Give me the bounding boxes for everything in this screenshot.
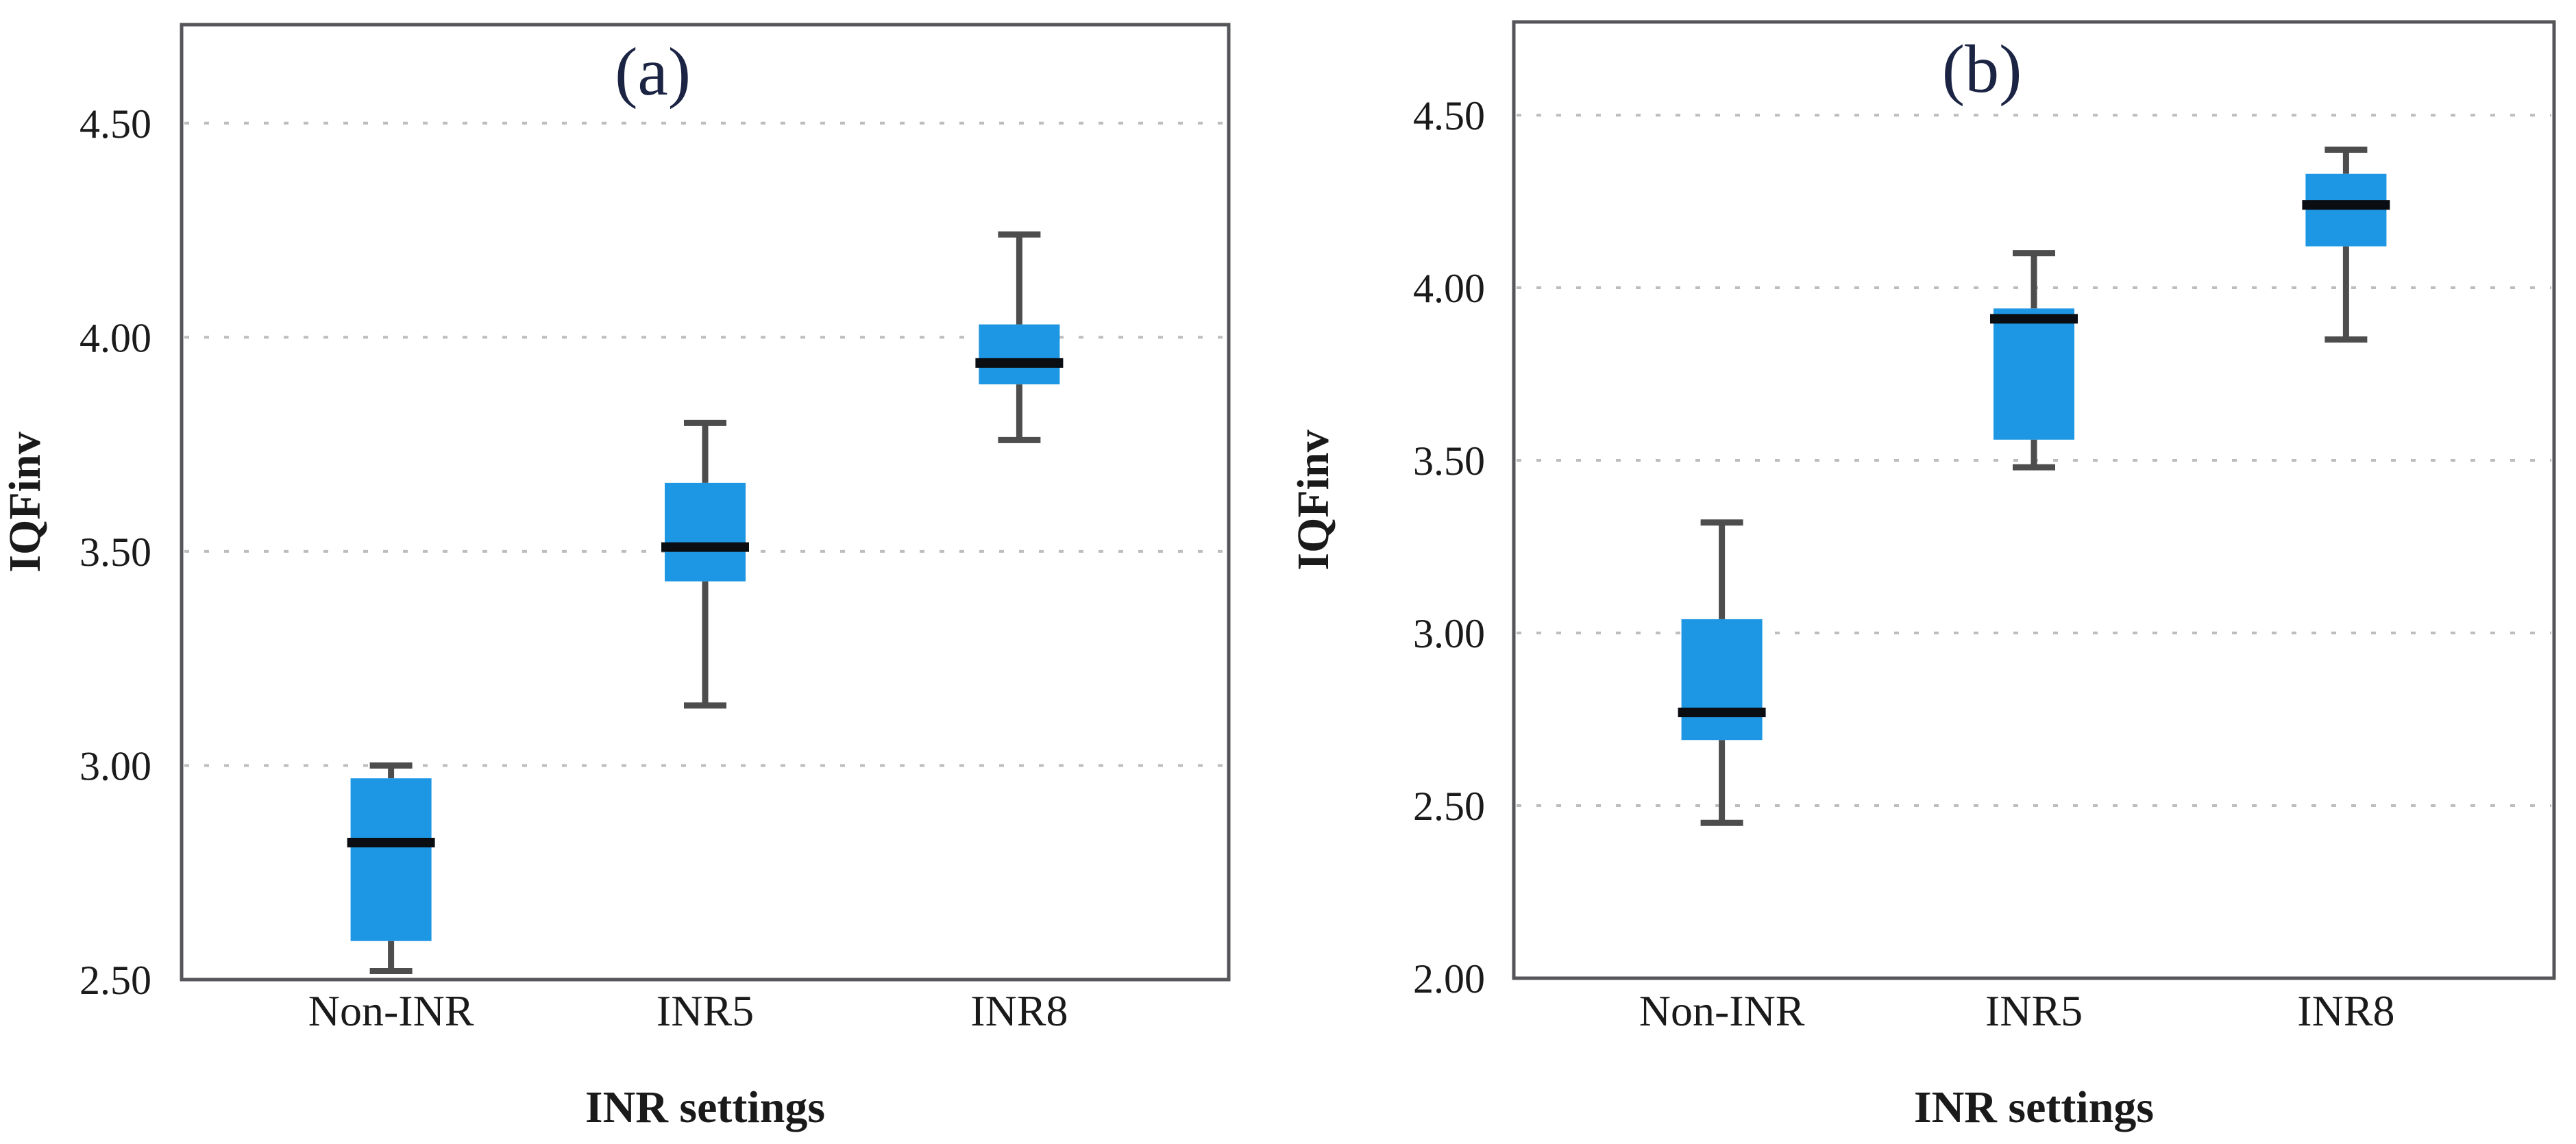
boxplot-chart-b: 4.50 4.00 3.50 3.00 2.50 2.00 Non-INR INR5 INR8 (… <box>1288 20 2556 1132</box>
boxplot-INR8 <box>2302 146 2390 343</box>
x-tick-label: INR5 <box>1985 986 2083 1035</box>
boxplot-Non-INR <box>347 762 435 974</box>
plot-frame <box>1512 20 2556 980</box>
plot-title: (b) <box>1942 31 2022 107</box>
box-rect <box>2305 173 2387 247</box>
x-tick-label: Non-INR <box>308 986 474 1035</box>
boxplot-chart-a: 4.50 4.00 3.50 3.00 2.50 Non-INR INR5 INR8 (a) IN… <box>0 23 1231 1132</box>
y-tick-label: 4.00 <box>1413 266 1485 311</box>
box-rect <box>665 482 746 582</box>
y-tick-label: 4.00 <box>79 315 151 360</box>
box-rect <box>979 324 1060 385</box>
y-tick-label: 4.50 <box>1413 93 1485 138</box>
box-rect <box>1681 619 1763 741</box>
y-tick-label: 2.00 <box>1413 956 1485 1002</box>
y-tick-label: 4.50 <box>79 101 151 147</box>
y-axis-title: IQFinv <box>1288 430 1338 570</box>
x-tick-label: Non-INR <box>1639 986 1805 1035</box>
y-tick-label: 2.50 <box>79 958 151 1003</box>
y-tick-label: 2.50 <box>1413 784 1485 829</box>
y-axis-title: IQFinv <box>0 432 50 572</box>
y-tick-label: 3.50 <box>1413 438 1485 484</box>
panel-b: 4.50 4.00 3.50 3.00 2.50 2.00 Non-INR INR5 INR8 (… <box>1288 0 2576 1144</box>
y-tick-label: 3.50 <box>79 530 151 575</box>
plot-title: (a) <box>615 34 691 110</box>
plot-frame <box>180 23 1231 982</box>
boxplot-INR5 <box>1990 250 2078 471</box>
box-rect <box>350 778 432 941</box>
y-tick-label: 3.00 <box>79 743 151 788</box>
x-axis-title: INR settings <box>1914 1082 2154 1132</box>
x-tick-label: INR8 <box>970 986 1068 1035</box>
panel-a: 4.50 4.00 3.50 3.00 2.50 Non-INR INR5 INR8 (a) IN… <box>0 23 1231 1132</box>
x-tick-label: INR8 <box>2297 986 2394 1035</box>
y-tick-label: 3.00 <box>1413 611 1485 656</box>
boxplot-INR8 <box>975 231 1064 443</box>
x-tick-label: INR5 <box>657 986 754 1035</box>
x-axis-title: INR settings <box>585 1082 825 1132</box>
box-rect <box>1994 308 2074 440</box>
boxplot-Non-INR <box>1678 519 1766 826</box>
boxplot-INR5 <box>661 419 749 709</box>
